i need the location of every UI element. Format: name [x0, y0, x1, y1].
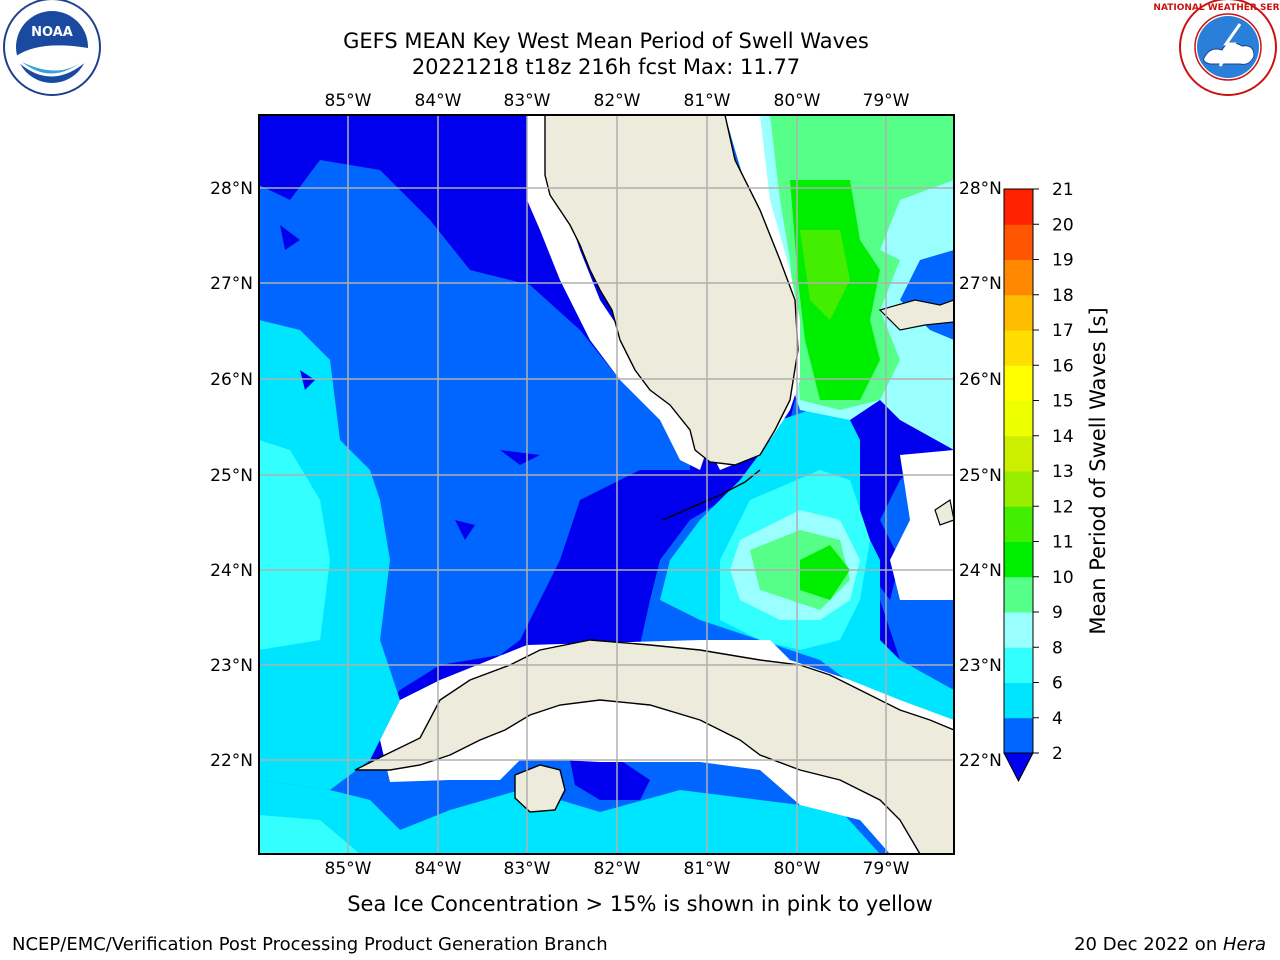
colorbar-tick-label: 6 [1052, 674, 1063, 694]
colorbar-segment [1004, 717, 1033, 754]
nws-logo-icon: NATIONAL WEATHER SERVICE [1153, 0, 1280, 96]
colorbar-segment [1004, 400, 1033, 437]
bahamas-grand-bahama [878, 299, 954, 331]
cuba-land [354, 639, 954, 854]
lon-label: 82°W [594, 859, 641, 879]
lon-labels-top: 85°W 84°W 83°W 82°W 81°W 80°W 79°W [325, 91, 910, 111]
lon-label: 79°W [863, 91, 910, 111]
lat-label: 25°N [210, 466, 253, 486]
lat-label: 26°N [210, 370, 253, 390]
lon-label: 81°W [684, 859, 731, 879]
colorbar-tick-label: 16 [1052, 356, 1074, 376]
lat-label: 25°N [959, 466, 1002, 486]
lat-label: 28°N [959, 179, 1002, 199]
colorbar-tick-label: 14 [1052, 427, 1074, 447]
florida-keys [662, 469, 761, 521]
colorbar-segment [1004, 259, 1033, 296]
map-frame [258, 114, 955, 855]
lat-label: 28°N [210, 179, 253, 199]
credit-text: NCEP/EMC/Verification Post Processing Pr… [12, 934, 608, 955]
sea-ice-note: Sea Ice Concentration > 15% is shown in … [347, 892, 933, 916]
lat-labels-right: 28°N 27°N 26°N 25°N 24°N 23°N 22°N [959, 179, 1002, 771]
colorbar-tick-label: 15 [1052, 392, 1074, 412]
colorbar: 2 4 6 8 9 10 11 12 13 14 15 16 17 18 19 20 21 Mean Perio… [1003, 180, 1110, 783]
colorbar-segment [1004, 612, 1033, 648]
colorbar-extend-arrow [1003, 752, 1034, 783]
colorbar-segment [1004, 541, 1033, 578]
lon-label: 80°W [774, 859, 821, 879]
colorbar-tick-label: 19 [1052, 251, 1074, 271]
bahamas-andros [934, 499, 954, 526]
lon-label: 79°W [863, 859, 910, 879]
colorbar-segments [1003, 188, 1034, 783]
colorbar-tick-label: 4 [1052, 709, 1063, 729]
colorbar-segment [1004, 471, 1033, 507]
florida-land [544, 115, 799, 466]
lat-label: 27°N [210, 274, 253, 294]
colorbar-label: Mean Period of Swell Waves [s] [1086, 307, 1110, 634]
colorbar-tick-label: 8 [1052, 638, 1063, 658]
colorbar-tick-label: 17 [1052, 321, 1074, 341]
lon-label: 83°W [504, 91, 551, 111]
title-line-2: 20221218 t18z 216h fcst Max: 11.77 [412, 55, 800, 79]
machine-name: Hera [1223, 934, 1266, 955]
nws-logo-text: NATIONAL WEATHER SERVICE [1153, 3, 1280, 13]
lon-label: 81°W [684, 91, 731, 111]
colorbar-ticks: 2 4 6 8 9 10 11 12 13 14 15 16 17 18 19 20 21 [1033, 180, 1074, 764]
colorbar-tick-label: 20 [1052, 215, 1074, 235]
colorbar-tick-label: 21 [1052, 180, 1074, 200]
lat-label: 24°N [959, 561, 1002, 581]
title-line-1: GEFS MEAN Key West Mean Period of Swell … [343, 29, 869, 53]
colorbar-tick-label: 2 [1052, 744, 1063, 764]
colorbar-tick-label: 13 [1052, 462, 1074, 482]
lat-labels-left: 28°N 27°N 26°N 25°N 24°N 23°N 22°N [210, 179, 253, 771]
colorbar-segment [1004, 224, 1033, 260]
lat-label: 26°N [959, 370, 1002, 390]
lat-label: 22°N [959, 751, 1002, 771]
graticule [259, 115, 954, 854]
colorbar-tick-label: 18 [1052, 286, 1074, 306]
colorbar-segment [1004, 365, 1033, 401]
lon-label: 80°W [774, 91, 821, 111]
lat-label: 22°N [210, 751, 253, 771]
colorbar-segment [1004, 506, 1033, 542]
colorbar-tick-label: 9 [1052, 603, 1063, 623]
colorbar-segment [1004, 435, 1033, 472]
isla-de-la-juventud [514, 764, 566, 813]
lon-label: 85°W [325, 859, 372, 879]
lon-label: 83°W [504, 859, 551, 879]
colorbar-segment [1004, 330, 1033, 366]
lat-label: 23°N [959, 656, 1002, 676]
lon-label: 85°W [325, 91, 372, 111]
colorbar-segment [1004, 647, 1033, 683]
colorbar-segment [1004, 189, 1033, 225]
colorbar-tick-label: 10 [1052, 568, 1074, 588]
lat-label: 24°N [210, 561, 253, 581]
lon-labels-bottom: 85°W 84°W 83°W 82°W 81°W 80°W 79°W [325, 859, 910, 879]
lon-label: 84°W [415, 859, 462, 879]
lat-label: 23°N [210, 656, 253, 676]
colorbar-segment [1004, 682, 1033, 719]
lon-label: 84°W [415, 91, 462, 111]
colorbar-segment [1004, 576, 1033, 613]
noaa-logo-text: NOAA [31, 25, 73, 40]
swell-period-map: 85°W 84°W 83°W 82°W 81°W 80°W 79°W 85°W … [210, 91, 1002, 879]
colorbar-tick-label: 11 [1052, 533, 1074, 553]
lat-label: 27°N [959, 274, 1002, 294]
date-value: 20 Dec 2022 on [1074, 934, 1223, 955]
noaa-logo-icon: NOAA [3, 0, 101, 96]
colorbar-tick-label: 12 [1052, 497, 1074, 517]
lon-label: 82°W [594, 91, 641, 111]
date-text: 20 Dec 2022 on Hera [1074, 934, 1266, 955]
colorbar-segment [1004, 294, 1033, 331]
filled-contours [259, 115, 954, 854]
